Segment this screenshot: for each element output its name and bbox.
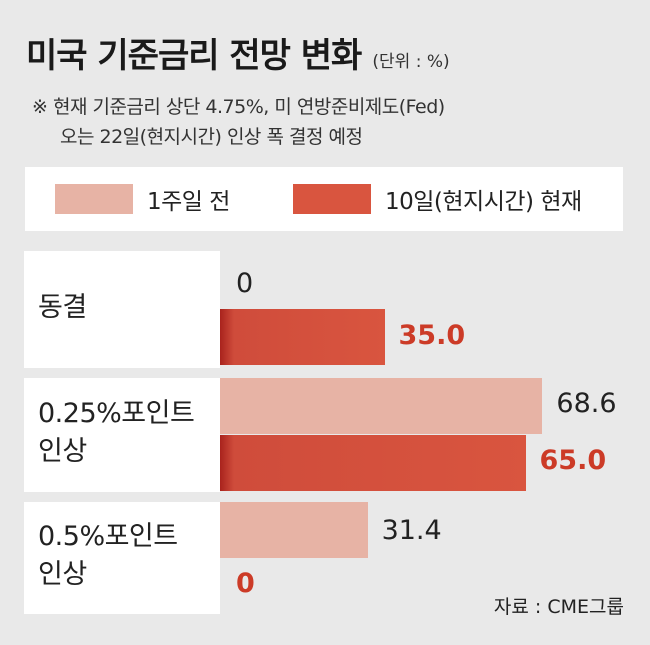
value-label-now: 0 bbox=[236, 568, 255, 599]
category-label: 0.25%포인트 bbox=[38, 398, 195, 429]
value-label-now: 65.0 bbox=[539, 445, 607, 476]
category-label: 동결 bbox=[38, 291, 87, 323]
value-label-before: 0 bbox=[236, 268, 254, 299]
value-label-before: 31.4 bbox=[381, 515, 442, 546]
category-label: 인상 bbox=[38, 436, 87, 467]
chart-title-block: 미국 기준금리 전망 변화 (단위 : %) bbox=[26, 28, 450, 77]
legend-swatch-before bbox=[55, 184, 133, 214]
legend-item-before: 1주일 전 bbox=[55, 184, 230, 215]
note-line-2: 오는 22일(현지시간) 인상 폭 결정 예정 bbox=[60, 126, 363, 148]
source-note: 자료 : CME그룹 bbox=[493, 596, 624, 618]
bar-now bbox=[220, 309, 385, 365]
legend-label-before: 1주일 전 bbox=[147, 189, 230, 215]
category-label: 0.5%포인트 bbox=[38, 521, 178, 552]
legend-swatch-now bbox=[293, 184, 371, 214]
category-label: 인상 bbox=[38, 559, 87, 590]
legend: 1주일 전 10일(현지시간) 현재 bbox=[25, 167, 623, 231]
value-label-before: 68.6 bbox=[556, 388, 617, 419]
note-line-1: ※ 현재 기준금리 상단 4.75%, 미 연방준비제도(Fed) bbox=[32, 96, 445, 118]
bar-now bbox=[220, 435, 526, 491]
value-label-now: 35.0 bbox=[398, 320, 466, 351]
unit-label: (단위 : %) bbox=[372, 52, 450, 72]
category-panel: 동결 bbox=[24, 251, 220, 368]
bar-before bbox=[220, 502, 368, 558]
bar-before bbox=[220, 378, 543, 434]
legend-item-now: 10일(현지시간) 현재 bbox=[293, 184, 582, 215]
legend-label-now: 10일(현지시간) 현재 bbox=[385, 189, 582, 215]
chart-title: 미국 기준금리 전망 변화 bbox=[26, 36, 362, 76]
